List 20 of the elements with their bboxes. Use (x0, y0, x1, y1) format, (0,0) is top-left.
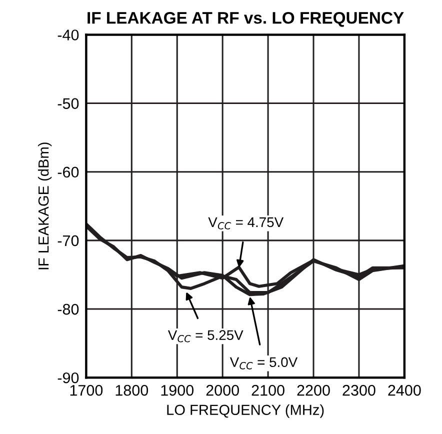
annotation: V$_{CC}$ = 4.75V (208, 217, 284, 230)
x-tick-label: 1700 (70, 384, 103, 396)
x-tick-label: 2300 (342, 384, 376, 396)
x-tick-label: 1800 (116, 384, 148, 396)
y-tick-label: -40 (58, 30, 79, 40)
y-tick-label: -80 (58, 304, 79, 315)
y-tick-label: -50 (58, 98, 79, 109)
y-tick-label: -70 (58, 235, 79, 246)
y-axis-title: IF LEAKAGE (dBm) (38, 142, 52, 270)
x-tick-label: 2400 (388, 384, 421, 396)
x-tick-label: 2000 (206, 384, 239, 396)
y-tick-label: -60 (58, 166, 79, 178)
x-tick-label: 2100 (252, 384, 284, 396)
annotation: V$_{CC}$ = 5.0V (230, 357, 298, 370)
annotation: V$_{CC}$ = 5.25V (168, 330, 244, 342)
y-tick-label: -90 (58, 372, 79, 384)
x-axis-title: LO FREQUENCY (MHz) (167, 404, 324, 418)
x-tick-label: 1900 (161, 384, 194, 396)
x-tick-label: 2200 (297, 384, 330, 396)
chart-title: IF LEAKAGE AT RF vs. LO FREQUENCY (88, 12, 404, 27)
